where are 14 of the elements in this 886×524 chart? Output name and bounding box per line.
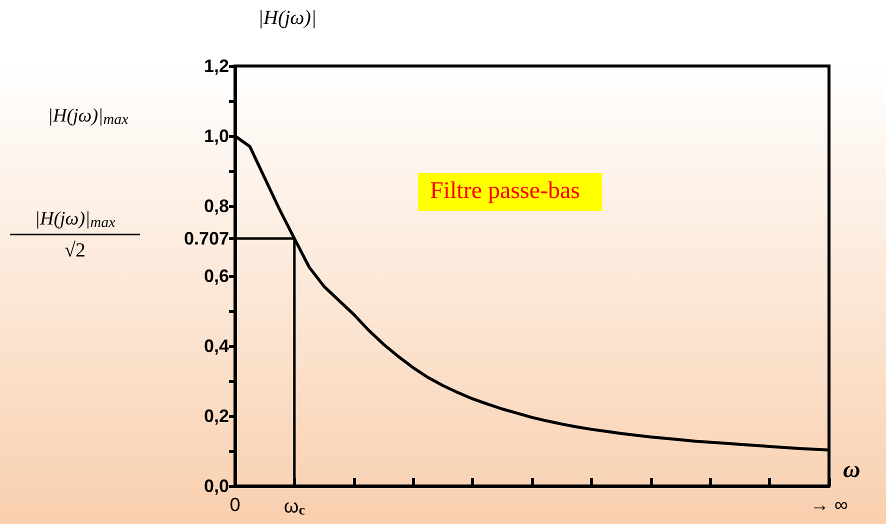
y-axis-title: |H(jω)|	[258, 7, 316, 29]
x-axis-title: ω	[843, 457, 860, 483]
y-tick-label: 0,6	[204, 266, 229, 286]
y-tick-label: 0,2	[204, 406, 229, 426]
y-tick-label: 1,2	[204, 56, 229, 76]
x-tick-label: 0	[230, 495, 240, 516]
y-tick-label: 0.707	[184, 228, 229, 249]
y-tick-label: 0,8	[204, 196, 229, 216]
y-tick-label: 1,0	[204, 126, 229, 146]
y-tick-label: 0,4	[204, 336, 229, 356]
annotation: Filtre passe-bas	[430, 178, 580, 204]
x-tick-label: → ∞	[810, 495, 848, 516]
text: √2	[64, 240, 86, 262]
y-tick-label: 0,0	[204, 476, 229, 496]
